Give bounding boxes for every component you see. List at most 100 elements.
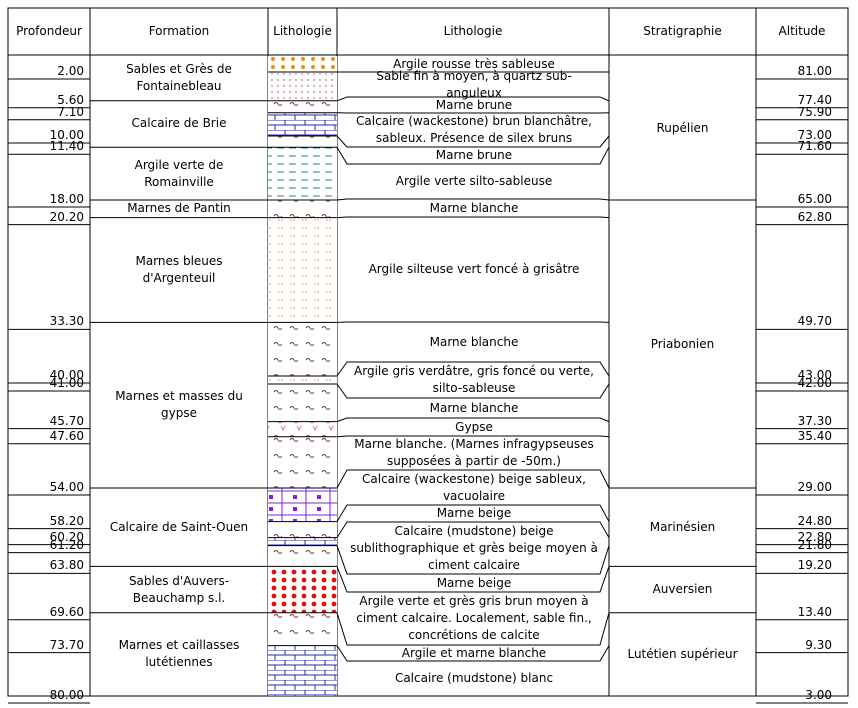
lithology-description: Argile verte silto-sableuse [395,174,553,188]
depth-label: 73.70 [49,637,84,652]
altitude-label: 73.00 [797,128,832,142]
altitude-label: 19.20 [797,558,832,573]
formation-name: Calcaire de Saint-Ouen [109,519,249,534]
stratigraphy-name: Lutétien supérieur [627,646,738,661]
lithology-pattern [268,566,337,613]
depth-label: 60.20 [49,529,84,544]
header-cell: Lithologie [273,24,332,38]
altitude-label: 35.40 [797,428,832,443]
depth-label: 7.10 [57,104,84,119]
header-cell: Stratigraphie [643,24,722,38]
depth-label: 18.00 [49,192,84,206]
lithology-description: Calcaire (mudstone) beige sublithographi… [350,523,598,572]
stratigraphy-name: Priabonien [650,336,715,351]
formation-name: Sables et Grès de Fontainebleau [126,62,232,94]
description-connector [336,383,610,399]
lithology-pattern [268,322,337,376]
depth-label: 69.60 [49,604,84,619]
lithology-description: Marne blanche [429,400,519,415]
lithology-description: Calcaire (wackestone) beige sableux, vac… [362,471,586,503]
altitude-label: 75.90 [797,104,832,119]
lithology-pattern [268,100,337,113]
depth-label: 47.60 [49,428,84,443]
lithology-pattern [268,112,337,136]
depth-label: 5.60 [57,92,84,107]
altitude-label: 49.70 [797,314,832,329]
altitude-label: 21.80 [797,537,832,552]
depth-label: 2.00 [57,64,84,78]
lithology-pattern [268,147,337,200]
lithology-pattern [268,645,337,696]
altitude-label: 9.30 [805,637,832,652]
formation-name: Marnes de Pantin [127,201,231,216]
description-connector [336,645,610,662]
description-connector [336,612,610,646]
lithology-description: Marne brune [435,97,513,112]
altitude-label: 43.00 [797,368,832,382]
altitude-label: 22.80 [797,529,832,544]
description-connector [336,566,610,593]
lithology-pattern [268,217,337,323]
lithology-description: Marne blanche. (Marnes infragypseuses su… [354,437,594,468]
lithology-pattern [268,376,337,384]
formation-name: Marnes bleues d'Argenteuil [135,253,223,285]
description-connector [336,545,610,575]
lithology-description: Sable fin à moyen, à quartz sub-anguleux [376,68,572,100]
formation-name: Marnes et caillasses lutétiennes [118,638,240,670]
lithology-description: Gypse [455,419,493,434]
description-connector [336,504,610,522]
altitude-label: 42.00 [797,376,832,390]
stratigraphy-name: Auversien [652,582,713,597]
lithology-description: Argile silteuse vert foncé à grisâtre [368,262,580,276]
lithology-pattern [268,384,337,422]
description-connector [336,146,610,165]
lithology-description: Marne beige [436,575,512,590]
description-connector [336,361,610,377]
header-cell: Formation [148,24,210,38]
formation-name: Argile verte de Romainville [134,157,224,189]
altitude-label: 13.40 [797,604,832,619]
header-cell: Profondeur [16,24,82,38]
depth-label: 80.00 [49,688,84,702]
header-cell: Altitude [778,24,826,38]
description-connector [336,521,610,538]
altitude-label: 37.30 [797,413,832,428]
lithology-pattern [268,488,337,522]
lithology-pattern [268,56,337,72]
description-connector [336,198,610,201]
altitude-label: 62.80 [797,209,832,224]
lithology-pattern [268,545,337,567]
stratigraphy-name: Marinésien [649,519,716,534]
depth-label: 54.00 [49,480,84,494]
altitude-label: 24.80 [797,513,832,528]
altitude-label: 71.60 [797,139,832,154]
depth-label: 58.20 [49,513,84,528]
formation-name: Calcaire de Brie [131,116,227,131]
stratigraphy-name: Rupélien [656,120,709,135]
lithology-pattern [268,436,337,488]
depth-label: 20.20 [49,209,84,224]
altitude-label: 3.00 [805,688,832,702]
lithology-description: Marne beige [436,506,512,520]
depth-label: 63.80 [49,558,84,573]
lithology-description: Calcaire (wackestone) brun blanchâtre, s… [356,114,592,145]
depth-label: 61.20 [49,537,84,552]
description-connector [336,417,610,423]
lithology-pattern [268,537,337,546]
lithology-description: Argile rousse très sableuse [393,56,555,71]
frame [7,7,849,697]
description-connector [336,469,610,489]
lithology-pattern [268,612,337,646]
lithology-description: Argile gris verdâtre, gris foncé ou vert… [354,364,594,395]
header-cell: Lithologie [443,24,503,38]
lithology-description: Marne blanche [429,200,519,215]
depth-label: 10.00 [49,128,84,142]
altitude-label: 29.00 [797,480,832,494]
lithology-pattern [268,421,337,437]
description-connector [336,96,610,102]
lithology-description: Marne brune [435,148,513,162]
lithology-description: Argile et marne blanche [401,645,547,660]
depth-label: 45.70 [49,413,84,428]
